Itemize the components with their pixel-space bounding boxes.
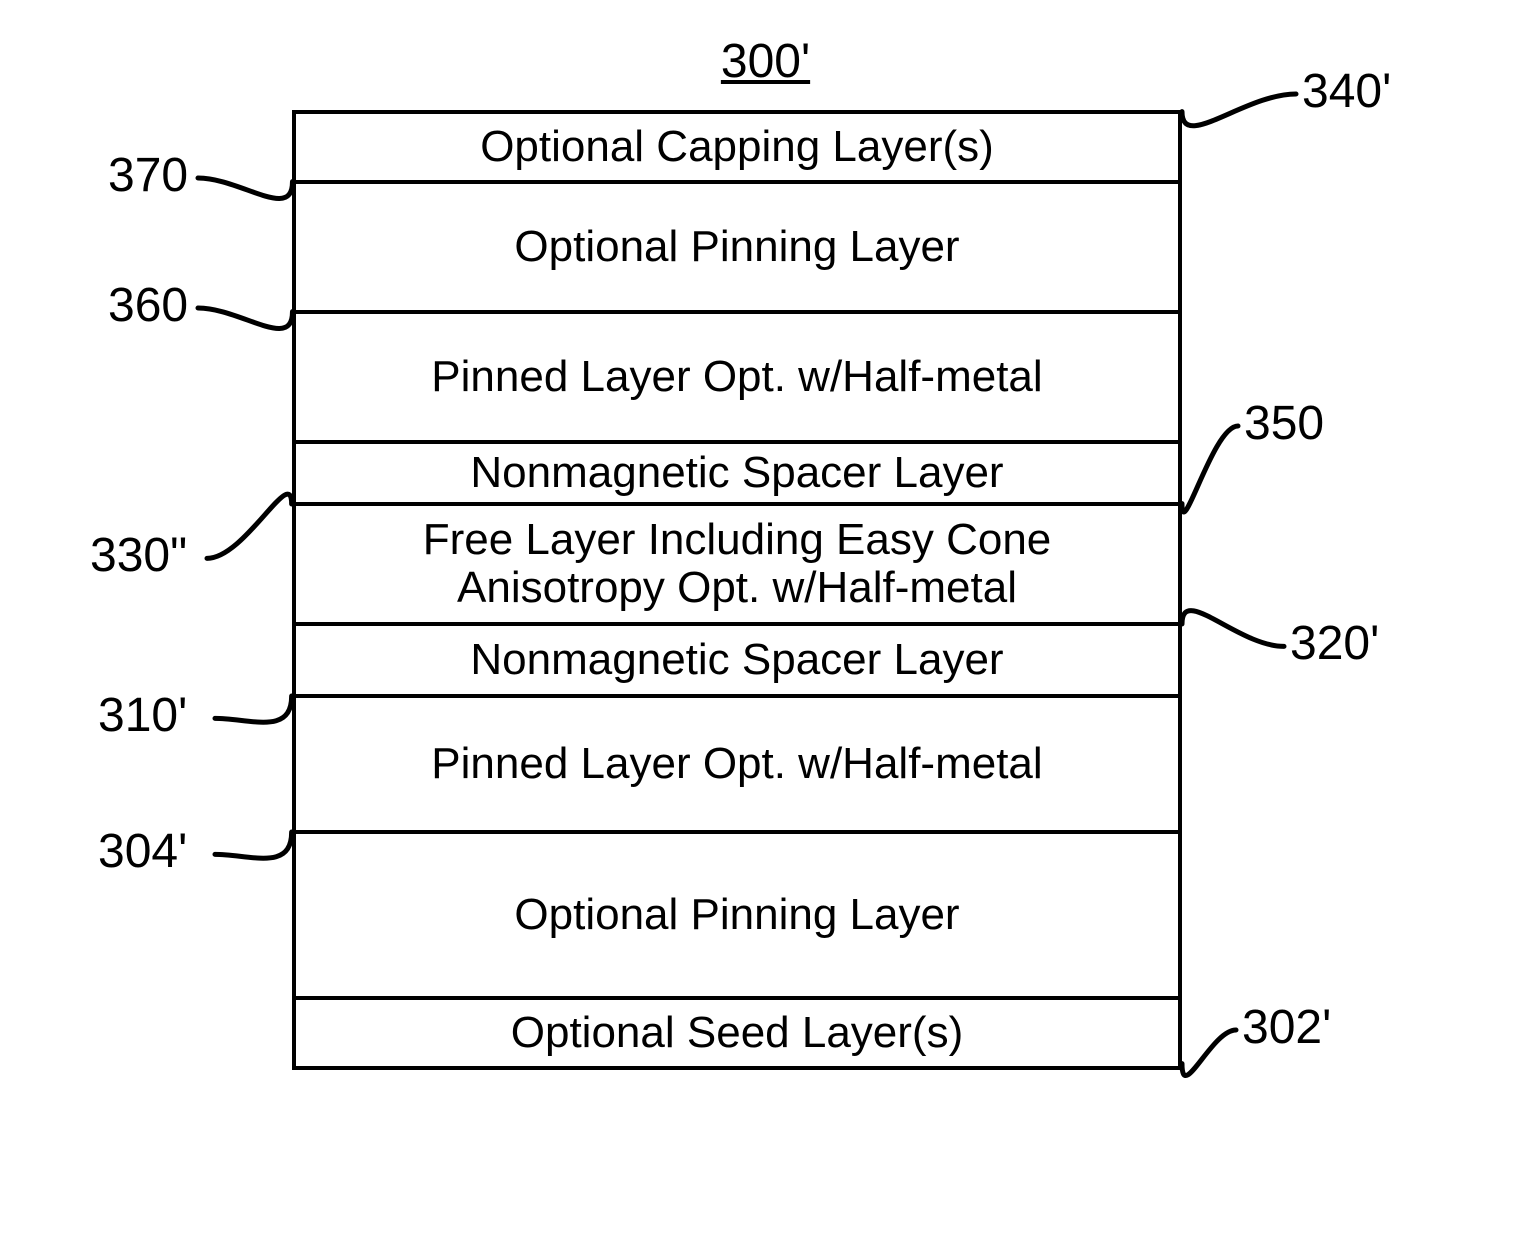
- layer-top-pinning: Optional Pinning Layer: [296, 184, 1178, 314]
- layer-top-pinned: Pinned Layer Opt. w/Half-metal: [296, 314, 1178, 444]
- lead-302: [1142, 990, 1276, 1104]
- callout-310: 310': [98, 688, 187, 743]
- layer-top-spacer: Nonmagnetic Spacer Layer: [296, 444, 1178, 506]
- lead-350: [1142, 386, 1278, 544]
- layer-stack: Optional Capping Layer(s)Optional Pinnin…: [292, 110, 1182, 1070]
- callout-304: 304': [98, 824, 187, 879]
- lead-320: [1142, 584, 1324, 686]
- lead-370: [158, 138, 332, 222]
- figure-canvas: 300'Optional Capping Layer(s)Optional Pi…: [0, 0, 1531, 1255]
- lead-330: [167, 464, 332, 598]
- layer-bot-pinning: Optional Pinning Layer: [296, 834, 1178, 1000]
- layer-free: Free Layer Including Easy ConeAnisotropy…: [296, 506, 1178, 626]
- layer-bot-pinned: Pinned Layer Opt. w/Half-metal: [296, 698, 1178, 834]
- lead-304: [175, 792, 332, 894]
- layer-seed: Optional Seed Layer(s): [296, 1000, 1178, 1066]
- layer-capping: Optional Capping Layer(s): [296, 114, 1178, 184]
- layer-bot-spacer: Nonmagnetic Spacer Layer: [296, 626, 1178, 698]
- lead-310: [175, 656, 332, 758]
- lead-340: [1142, 54, 1336, 152]
- lead-360: [158, 268, 332, 352]
